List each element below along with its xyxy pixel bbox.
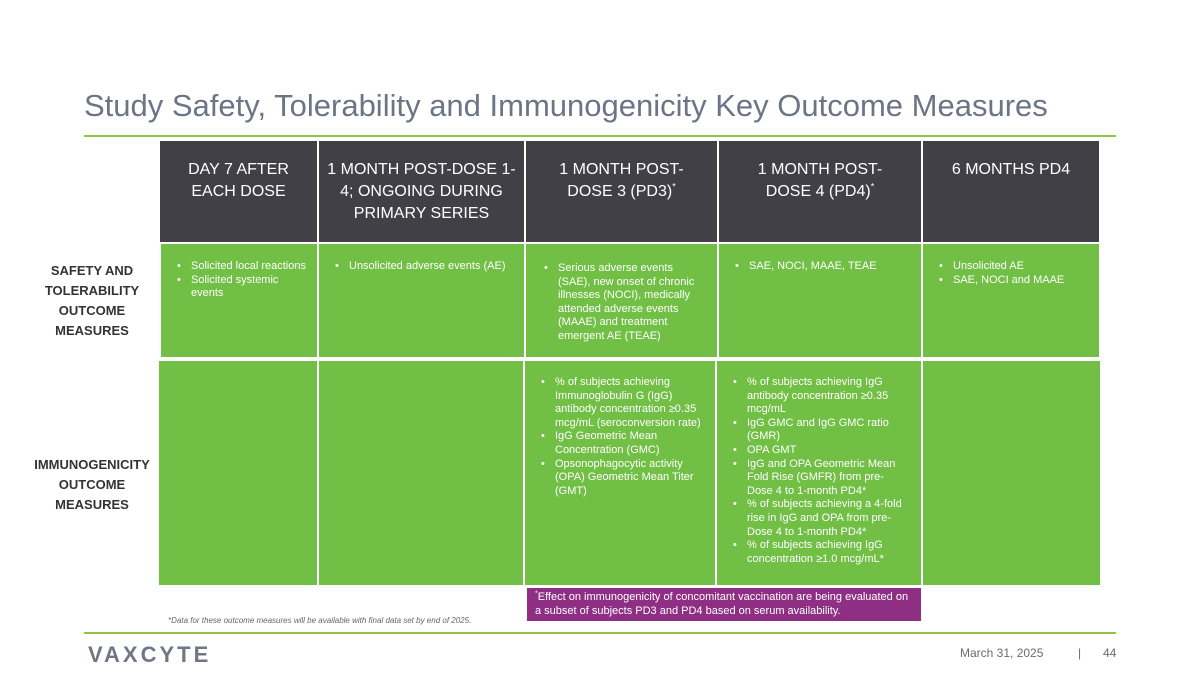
data-availability-note: *Data for these outcome measures will be… bbox=[168, 616, 472, 625]
column-header-label: 1 MONTH POST-DOSE 1-4; ONGOING DURING PR… bbox=[327, 161, 516, 222]
list-item: SAE, NOCI and MAAE bbox=[937, 274, 1089, 288]
column-header-day7: DAY 7 AFTER EACH DOSE bbox=[160, 141, 317, 242]
title-divider bbox=[84, 135, 1116, 137]
list-item: SAE, NOCI, MAAE, TEAE bbox=[733, 260, 911, 274]
column-header-1month-pd1-4: 1 MONTH POST-DOSE 1-4; ONGOING DURING PR… bbox=[319, 141, 524, 242]
vaxcyte-logo: VAXCYTE bbox=[88, 643, 208, 665]
column-header-label: 1 MONTH POST-DOSE 4 (PD4)* bbox=[757, 161, 883, 200]
list-item: Solicited local reactions bbox=[175, 260, 307, 274]
column-header-pd4: 1 MONTH POST-DOSE 4 (PD4)* bbox=[719, 141, 921, 242]
immunogenicity-cell-pd3: % of subjects achieving Immunoglobulin G… bbox=[525, 361, 715, 585]
page-number: 44 bbox=[1103, 646, 1117, 660]
safety-cell-6months: Unsolicited AE SAE, NOCI and MAAE bbox=[923, 244, 1099, 357]
list-item: Opsonophagocytic activity (OPA) Geometri… bbox=[539, 458, 701, 499]
column-header-footnote-marker: * bbox=[672, 181, 676, 192]
footer-separator: | bbox=[1078, 646, 1082, 660]
slide-date: March 31, 2025 bbox=[960, 646, 1044, 660]
footer-divider bbox=[84, 632, 1116, 634]
list-item: IgG GMC and IgG GMC ratio (GMR) bbox=[731, 417, 907, 444]
list-item: OPA GMT bbox=[731, 444, 907, 458]
immunogenicity-cell-6months bbox=[923, 361, 1100, 585]
column-header-label: DAY 7 AFTER EACH DOSE bbox=[188, 161, 289, 200]
row-label-safety: SAFETY AND TOLERABILITY OUTCOME MEASURES bbox=[44, 263, 140, 338]
footnote-box: *Effect on immunogenicity of concomitant… bbox=[527, 588, 921, 621]
footnote-marker: * bbox=[535, 590, 538, 598]
list-item: Unsolicited adverse events (AE) bbox=[333, 260, 514, 274]
row-label-immunogenicity: IMMUNOGENICITY OUTCOME MEASURES bbox=[34, 457, 150, 512]
list-item: Solicited systemic events bbox=[175, 274, 307, 301]
immunogenicity-cell-1month-pd1-4 bbox=[319, 361, 523, 585]
column-header-pd3: 1 MONTH POST-DOSE 3 (PD3)* bbox=[526, 141, 717, 242]
column-header-footnote-marker: * bbox=[870, 181, 875, 192]
safety-cell-day7: Solicited local reactions Solicited syst… bbox=[161, 244, 317, 357]
list-item: % of subjects achieving a 4-fold rise in… bbox=[731, 498, 907, 539]
safety-cell-pd4: SAE, NOCI, MAAE, TEAE bbox=[719, 244, 921, 357]
list-item: Serious adverse events (SAE), new onset … bbox=[542, 262, 703, 344]
column-header-label: 1 MONTH POST-DOSE 3 (PD3)* bbox=[559, 161, 684, 200]
column-header-label: 6 MONTHS PD4 bbox=[951, 161, 1071, 178]
safety-cell-1month-pd1-4: Unsolicited adverse events (AE) bbox=[319, 244, 524, 357]
page-title: Study Safety, Tolerability and Immunogen… bbox=[84, 88, 1048, 123]
list-item: Unsolicited AE bbox=[937, 260, 1089, 274]
list-item: % of subjects achieving IgG concentratio… bbox=[731, 539, 907, 566]
immunogenicity-cell-day7 bbox=[159, 361, 317, 585]
list-item: IgG and OPA Geometric Mean Fold Rise (GM… bbox=[731, 458, 907, 499]
list-item: % of subjects achieving Immunoglobulin G… bbox=[539, 376, 701, 430]
safety-cell-pd3: Serious adverse events (SAE), new onset … bbox=[526, 244, 717, 357]
immunogenicity-cell-pd4: % of subjects achieving IgG antibody con… bbox=[717, 361, 921, 585]
logo-text: VAXCYTE bbox=[88, 643, 208, 665]
footnote-text: Effect on immunogenicity of concomitant … bbox=[535, 591, 909, 617]
list-item: IgG Geometric Mean Concentration (GMC) bbox=[539, 430, 701, 457]
column-header-6months: 6 MONTHS PD4 bbox=[923, 141, 1099, 242]
list-item: % of subjects achieving IgG antibody con… bbox=[731, 376, 907, 417]
